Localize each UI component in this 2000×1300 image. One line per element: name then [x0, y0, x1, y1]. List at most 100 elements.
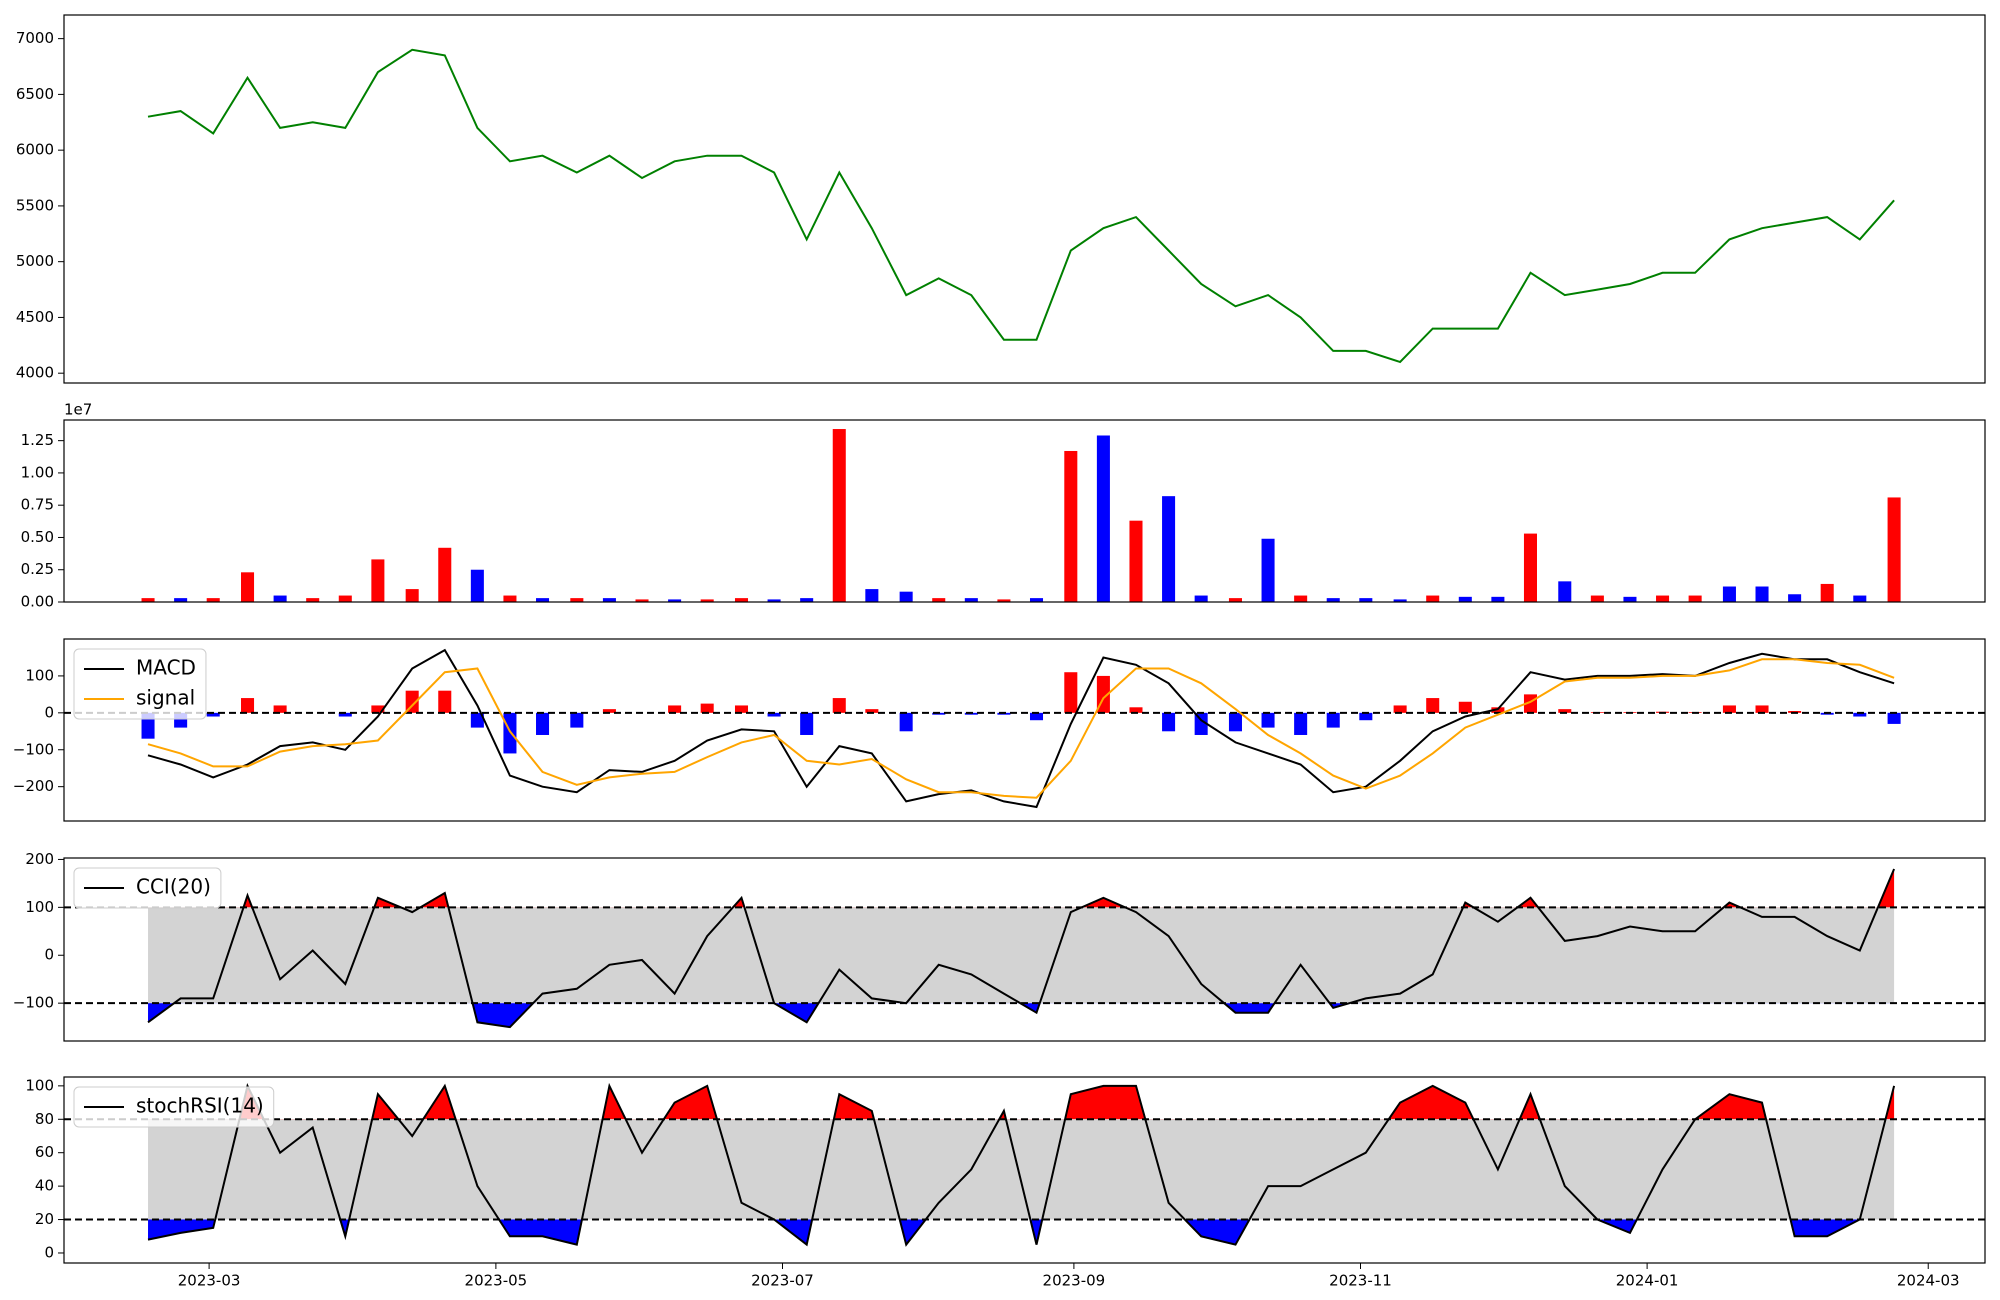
histogram-bar [800, 712, 814, 735]
y-tick-label: 40 [35, 1177, 54, 1195]
volume-bar [602, 598, 616, 602]
volume-bar [1162, 496, 1176, 602]
volume-bar [1523, 533, 1537, 602]
histogram-bar [1162, 712, 1176, 732]
histogram-bar [206, 712, 220, 717]
y-tick-label: 0.75 [21, 496, 54, 514]
volume-bar [767, 599, 781, 602]
histogram-bar [503, 712, 517, 754]
y-tick-label: 6000 [16, 141, 54, 159]
histogram-bar [1722, 705, 1736, 713]
volume-bar [1064, 450, 1078, 602]
plot-area [64, 868, 1985, 1029]
plot-area [141, 429, 1901, 602]
y-tick-label: 0 [44, 1243, 54, 1261]
y-tick-label: 20 [35, 1210, 54, 1228]
y-tick-label: 0 [44, 946, 54, 964]
volume-bar [734, 598, 749, 602]
histogram-bar [438, 690, 452, 713]
y-tick-label: 0 [44, 703, 54, 721]
legend-box [73, 867, 222, 909]
series-line [147, 868, 1896, 1029]
plot-area [147, 48, 1895, 364]
volume-bar [1887, 497, 1901, 602]
axes-frame [63, 14, 1986, 384]
y-tick-label: −100 [13, 994, 54, 1012]
histogram-bar [1359, 712, 1373, 721]
volume-bar [1788, 594, 1802, 602]
axes-frame [63, 1076, 1986, 1264]
histogram-bar [1853, 712, 1867, 717]
histogram-bar [1129, 707, 1143, 713]
volume-bar [273, 595, 287, 602]
volume-bar [997, 599, 1011, 602]
volume-bar [536, 598, 550, 602]
series-line [147, 658, 1895, 799]
axes-frame [63, 857, 1986, 1042]
y-tick-label: 4000 [16, 364, 54, 382]
histogram-bar [734, 705, 749, 713]
volume-bar [800, 598, 814, 602]
y-tick-label: −200 [13, 777, 54, 795]
price-line [147, 48, 1895, 364]
y-tick-label: 0.00 [21, 593, 54, 611]
y-tick-label: 4500 [16, 308, 54, 326]
y-tick-label: 1.00 [21, 463, 54, 481]
y-tick-label: −100 [13, 740, 54, 758]
y-tick-label: 200 [25, 850, 54, 868]
x-tick-label: 2023-07 [751, 1272, 814, 1290]
histogram-bar [1426, 698, 1440, 713]
histogram-bar [405, 690, 419, 713]
volume-bar [1688, 595, 1702, 602]
oversold-fill [148, 1003, 1350, 1028]
volume-bar [174, 598, 188, 602]
legend-box [73, 648, 207, 720]
y-tick-label: 80 [35, 1110, 54, 1128]
volume-bar [1426, 595, 1440, 602]
histogram-bar [1064, 672, 1078, 713]
histogram-bar [338, 712, 352, 717]
histogram-bar [1887, 712, 1901, 724]
volume-bar [371, 559, 385, 602]
volume-bar [241, 572, 255, 602]
legend-label: stochRSI(14) [136, 1094, 264, 1118]
y-tick-label: 7000 [16, 29, 54, 47]
volume-bar [206, 598, 220, 602]
volume-bar [1755, 586, 1769, 602]
x-tick-label: 2023-05 [465, 1272, 528, 1290]
volume-bar [1558, 581, 1572, 602]
volume-bar [1228, 598, 1242, 602]
volume-bar [932, 598, 946, 602]
histogram-bar [1458, 701, 1472, 713]
volume-bar [1722, 586, 1736, 602]
histogram-bar [241, 698, 255, 713]
axes-frame [63, 419, 1986, 603]
histogram-bar [371, 705, 385, 713]
volume-bar [1194, 595, 1208, 602]
volume-bar [306, 598, 320, 602]
histogram-bar [273, 705, 287, 713]
volume-bar [1590, 595, 1604, 602]
x-tick-label: 2023-03 [178, 1272, 241, 1290]
y-tick-label: 60 [35, 1143, 54, 1161]
legend-label: signal [136, 686, 195, 710]
y-tick-label: 100 [25, 898, 54, 916]
y-tick-label: 100 [25, 1076, 54, 1094]
offset-label: 1e7 [64, 401, 92, 419]
histogram-bar [1261, 712, 1275, 728]
x-tick-label: 2024-03 [1897, 1272, 1960, 1290]
volume-bar [1129, 520, 1143, 602]
volume-bar [438, 547, 452, 602]
histogram-bar [899, 712, 913, 732]
volume-bar [1820, 583, 1834, 602]
legend-label: CCI(20) [136, 875, 211, 899]
volume-bar [1853, 595, 1867, 602]
volume-bar [1656, 595, 1670, 602]
y-tick-label: 5000 [16, 252, 54, 270]
volume-bar [141, 598, 155, 602]
neutral-band [148, 907, 1895, 1004]
volume-bar [570, 598, 584, 602]
histogram-bar [1326, 712, 1340, 728]
histogram-bar [1294, 712, 1308, 735]
